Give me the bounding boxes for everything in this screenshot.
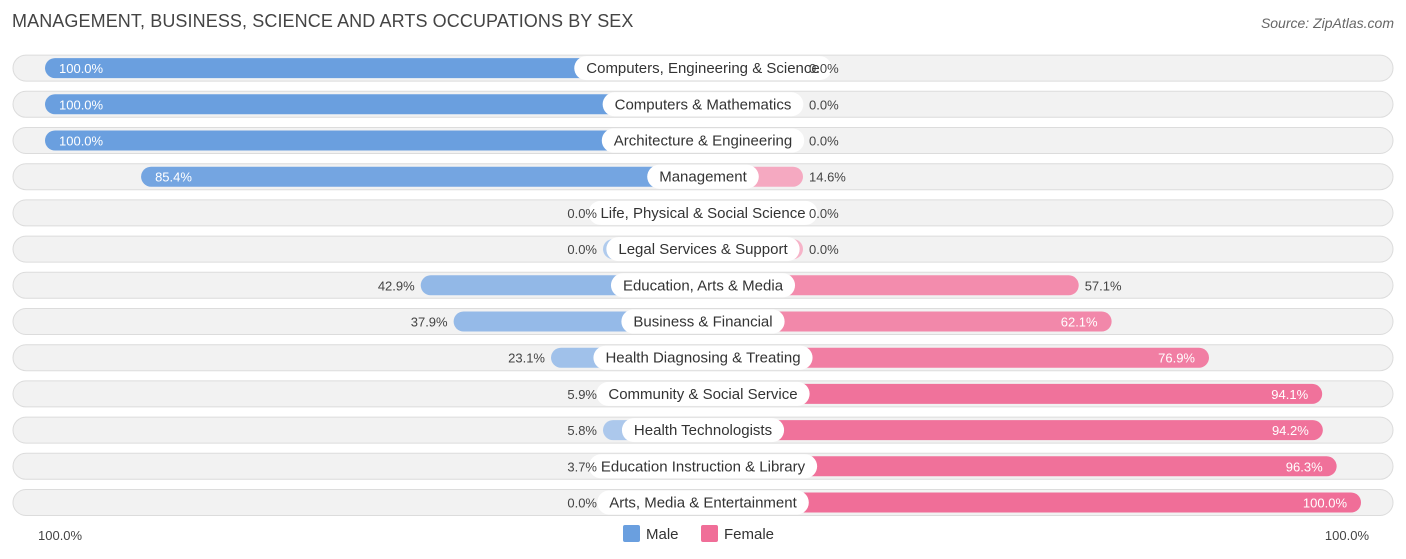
female-bar — [703, 456, 1337, 477]
bar-row: Education Instruction & Library 3.7% 96.3% — [12, 452, 1394, 480]
category-label-background — [588, 200, 818, 225]
female-bar — [703, 383, 1323, 404]
category-label: Life, Physical & Social Science — [600, 205, 805, 222]
bar-row: Education, Arts & Media 42.9% 57.1% — [12, 271, 1394, 299]
legend-swatch-female — [701, 525, 718, 542]
category-label: Architecture & Engineering — [614, 133, 792, 150]
category-label: Health Technologists — [634, 422, 772, 439]
male-value-label: 85.4% — [155, 170, 192, 185]
chart-source: Source: ZipAtlas.com — [1260, 15, 1394, 31]
category-label: Legal Services & Support — [618, 241, 788, 258]
category-label: Business & Financial — [633, 314, 772, 331]
bar-row: Health Diagnosing & Treating 23.1% 76.9% — [12, 344, 1394, 372]
category-label-background — [606, 237, 800, 262]
bar-row: Legal Services & Support 0.0% 0.0% — [12, 235, 1394, 263]
category-label: Health Diagnosing & Treating — [605, 350, 800, 367]
female-value-label: 76.9% — [1158, 351, 1195, 366]
male-value-label: 0.0% — [567, 206, 597, 221]
category-label-background — [647, 164, 759, 189]
male-value-label: 0.0% — [567, 242, 597, 257]
female-value-label: 0.0% — [809, 61, 839, 76]
category-label-background — [588, 454, 818, 479]
category-label-background — [610, 273, 796, 298]
male-value-label: 0.0% — [567, 496, 597, 511]
category-label: Computers, Engineering & Science — [586, 60, 819, 77]
female-value-label: 0.0% — [809, 242, 839, 257]
female-bar — [703, 275, 1079, 296]
female-value-label: 62.1% — [1061, 315, 1098, 330]
male-value-label: 5.9% — [567, 387, 597, 402]
male-value-label: 100.0% — [59, 61, 104, 76]
female-value-label: 94.2% — [1272, 423, 1309, 438]
male-bar — [45, 58, 703, 79]
category-label-background — [574, 56, 832, 81]
female-bar — [703, 311, 1112, 332]
male-bar — [45, 130, 703, 151]
axis-left-label: 100.0% — [38, 528, 83, 543]
female-value-label: 96.3% — [1286, 459, 1323, 474]
category-label: Management — [659, 169, 747, 186]
male-value-label: 42.9% — [378, 278, 415, 293]
male-value-label: 23.1% — [508, 351, 545, 366]
male-value-label: 37.9% — [411, 315, 448, 330]
bar-row: Business & Financial 37.9% 62.1% — [12, 308, 1394, 335]
legend-label-male: Male — [646, 526, 679, 543]
bar-row: Computers, Engineering & Science 100.0% 0.… — [12, 54, 1394, 82]
bar-row: Arts, Media & Entertainment 0.0% 100.0% — [12, 489, 1394, 516]
axis-right-label: 100.0% — [1325, 528, 1370, 543]
category-label: Arts, Media & Entertainment — [609, 495, 797, 512]
bar-row: Health Technologists 5.8% 94.2% — [12, 416, 1394, 444]
chart-legend: Male Female — [623, 525, 774, 543]
category-label-background — [601, 128, 805, 153]
category-label-background — [596, 381, 810, 406]
female-bar — [703, 347, 1210, 368]
female-value-label: 57.1% — [1085, 278, 1122, 293]
bar-row: Community & Social Service 5.9% 94.1% — [12, 380, 1394, 408]
chart-rows: Computers, Engineering & Science 100.0% 0.… — [12, 54, 1394, 516]
bar-row: Management 85.4% 14.6% — [12, 163, 1394, 191]
category-label: Community & Social Service — [608, 386, 797, 403]
category-label-background — [593, 345, 813, 370]
male-bar — [141, 166, 703, 187]
chart-axis: 100.0% 100.0% — [38, 528, 1369, 543]
male-bar — [45, 94, 703, 115]
female-bar — [703, 492, 1361, 513]
category-label-background — [597, 490, 809, 515]
category-label-background — [621, 418, 785, 443]
female-value-label: 14.6% — [809, 170, 846, 185]
male-value-label: 5.8% — [567, 423, 597, 438]
male-value-label: 100.0% — [59, 97, 104, 112]
category-label: Computers & Mathematics — [615, 96, 792, 113]
female-value-label: 0.0% — [809, 97, 839, 112]
bar-row: Architecture & Engineering 100.0% 0.0% — [12, 127, 1394, 154]
male-value-label: 100.0% — [59, 134, 104, 149]
female-bar — [703, 420, 1323, 441]
female-value-label: 94.1% — [1271, 387, 1308, 402]
female-value-label: 0.0% — [809, 134, 839, 149]
category-label-background — [621, 309, 785, 334]
category-label: Education Instruction & Library — [601, 458, 806, 475]
category-label: Education, Arts & Media — [623, 277, 784, 294]
female-value-label: 100.0% — [1303, 496, 1348, 511]
category-label-background — [602, 92, 804, 117]
legend-swatch-male — [623, 525, 640, 542]
male-value-label: 3.7% — [567, 459, 597, 474]
chart-title: MANAGEMENT, BUSINESS, SCIENCE AND ARTS O… — [12, 11, 634, 31]
bar-row: Computers & Mathematics 100.0% 0.0% — [12, 90, 1394, 118]
female-value-label: 0.0% — [809, 206, 839, 221]
legend-label-female: Female — [724, 526, 774, 543]
